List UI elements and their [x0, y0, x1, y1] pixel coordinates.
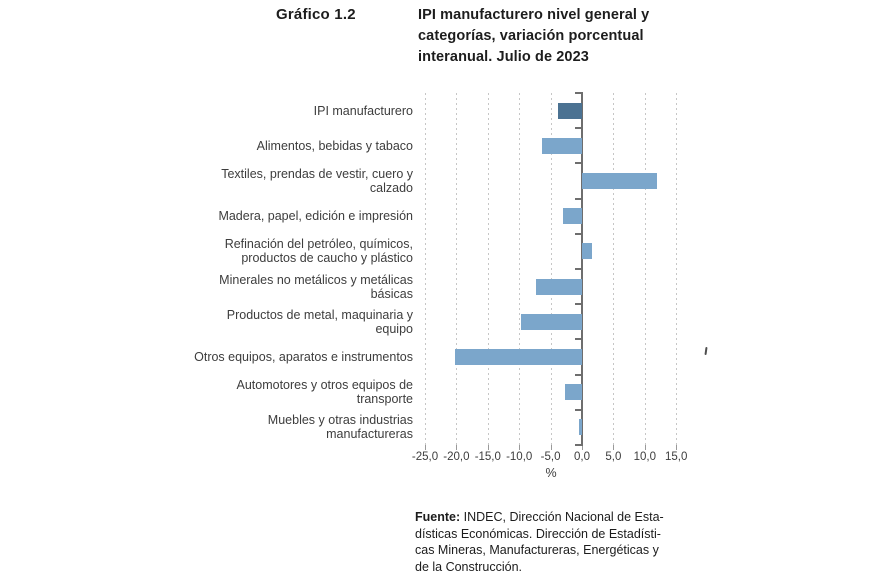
category-boundary-tick — [575, 408, 583, 411]
category-boundary-tick — [575, 162, 583, 165]
gridline — [613, 93, 615, 445]
category-label: Otros equipos, aparatos e instrumentos — [194, 349, 413, 364]
x-tick-label: -20,0 — [443, 451, 470, 463]
category-label: Textiles, prendas de vestir, cuero y cal… — [221, 166, 413, 195]
axis-tick-mark — [550, 445, 552, 450]
gridline — [644, 93, 646, 445]
category-boundary-tick — [575, 232, 583, 235]
x-tick-label: -10,0 — [506, 451, 533, 463]
axis-tick-mark — [519, 445, 521, 450]
chart-bar — [536, 278, 582, 295]
chart-bar — [578, 419, 582, 436]
category-boundary-tick — [575, 303, 583, 306]
x-tick-label: -25,0 — [411, 451, 439, 463]
category-boundary-tick — [575, 127, 583, 130]
chart-bar — [582, 173, 658, 189]
source-label: Fuente: — [415, 510, 461, 524]
x-axis-unit-label: % — [545, 466, 557, 480]
x-tick-label: 10,0 — [633, 451, 656, 463]
chart-bar — [565, 384, 582, 401]
chart-bar — [521, 313, 582, 330]
category-label: IPI manufacturero — [313, 103, 413, 118]
chart-bar — [582, 243, 593, 260]
axis-tick-mark — [456, 445, 458, 450]
axis-tick-mark — [582, 445, 583, 450]
chart-bar — [563, 208, 582, 225]
category-label: Madera, papel, edición e impresión — [218, 209, 413, 224]
gridline — [425, 93, 426, 445]
gridline — [456, 93, 458, 445]
figure-number-label: Gráfico 1.2 — [276, 6, 356, 23]
chart-bar — [557, 102, 582, 119]
x-tick-label: -15,0 — [474, 451, 501, 463]
gridline — [550, 93, 552, 445]
category-boundary-tick — [575, 444, 583, 446]
axis-tick-mark — [425, 445, 426, 450]
category-label: Productos de metal, maquinaria y equipo — [226, 307, 413, 336]
category-label: Alimentos, bebidas y tabaco — [256, 138, 413, 153]
gridline — [519, 93, 521, 445]
category-boundary-tick — [575, 373, 583, 376]
chart-bar — [454, 349, 582, 365]
source-note: Fuente: INDEC, Dirección Nacional de Est… — [415, 509, 695, 575]
chart-title: IPI manufacturero nivel general y catego… — [418, 7, 650, 65]
axis-tick-mark — [613, 445, 615, 450]
category-boundary-tick — [575, 197, 583, 200]
source-text: INDEC, Dirección Nacional de Esta- dísti… — [415, 510, 664, 574]
x-tick-label: 5,0 — [605, 451, 622, 463]
category-label: Refinación del petróleo, químicos, produ… — [224, 237, 413, 266]
category-label: Automotores y otros equipos de transport… — [236, 378, 414, 407]
gridline — [676, 93, 678, 445]
axis-tick-mark — [487, 445, 489, 450]
category-boundary-tick — [575, 338, 583, 341]
category-boundary-tick — [575, 92, 583, 94]
plot-area: -25,0 -20,0 -15,0 -10,0 -5,0 0,0 5,0 10,0 15,0 IP… — [194, 92, 690, 463]
gridline — [487, 93, 489, 445]
x-tick-label: 15,0 — [664, 451, 688, 463]
category-label: Minerales no metálicos y metálicas básic… — [219, 272, 413, 301]
chart-bar — [542, 137, 582, 154]
x-tick-label: 0,0 — [574, 451, 590, 463]
axis-tick-mark — [676, 445, 678, 450]
category-label: Muebles y otras industrias manufacturera… — [267, 413, 413, 442]
category-boundary-tick — [575, 268, 583, 270]
x-tick-label: -5,0 — [540, 451, 561, 463]
axis-tick-mark — [644, 445, 646, 450]
stray-mark-artifact — [704, 346, 708, 356]
